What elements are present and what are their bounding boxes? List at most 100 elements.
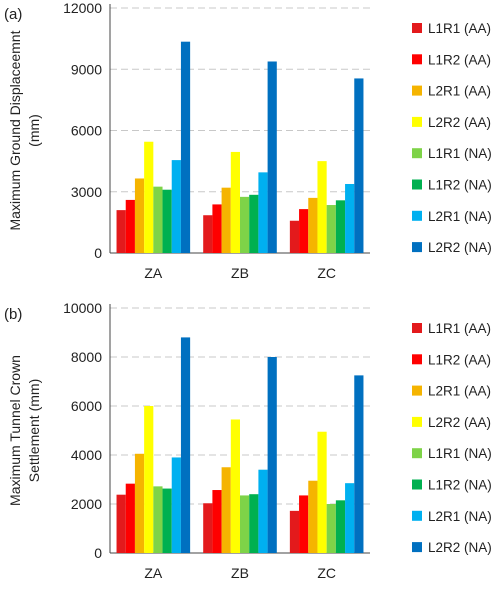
chart-a-bar-za-0 <box>116 210 126 253</box>
chart-a-bar-za-2 <box>134 178 145 253</box>
chart-a-legend-swatch <box>412 148 422 159</box>
chart-b-legend-swatch <box>412 542 422 553</box>
chart-panel-b: 0 2000 4000 6000 8000 10000 ZA ZB ZC Maximum Tunn… <box>0 300 498 600</box>
chart-b-legend-label: L2R2 (AA) <box>428 415 491 430</box>
chart-a-bar-zc-2 <box>308 197 318 253</box>
chart-b-bar-za-2 <box>134 453 145 553</box>
chart-b-y-tick-label: 6000 <box>71 398 102 414</box>
chart-a-bar-za-6 <box>171 160 181 253</box>
chart-b-legend-swatch <box>412 479 422 490</box>
chart-a-y-tick-label: 12000 <box>63 0 102 16</box>
chart-b-legend-swatch <box>412 416 422 427</box>
chart-a-y-axis-label-line: Maximum Ground Displaceemnt <box>7 30 23 230</box>
chart-b-y-axis-label: Maximum Tunnel Crown Settlement (mm) <box>7 355 42 506</box>
chart-b-legend-label: L1R2 (AA) <box>428 352 491 367</box>
chart-a-category-label: ZC <box>317 265 336 281</box>
chart-a-bar-za-5 <box>162 189 172 253</box>
chart-a-bar-zc-0 <box>289 220 300 253</box>
chart-b-bar-zb-5 <box>249 494 259 553</box>
chart-b-bar-zc-4 <box>326 504 336 553</box>
chart-a-legend-swatch <box>412 54 422 65</box>
chart-b-legend-label: L2R1 (NA) <box>428 509 492 524</box>
chart-b-panel-label: (b) <box>4 306 22 323</box>
chart-b-legend-swatch <box>412 510 422 521</box>
chart-b-category-label: ZB <box>231 565 249 581</box>
chart-a-legend-label: L1R1 (NA) <box>428 146 492 161</box>
chart-a-bar-zb-7 <box>267 61 277 253</box>
chart-a-legend-swatch <box>412 210 422 221</box>
chart-a-y-axis-label: Maximum Ground Displaceemnt (mm) <box>7 30 42 230</box>
chart-a-legend-swatch <box>412 179 422 190</box>
chart-b-bar-zb-7 <box>267 357 277 553</box>
chart-a-y-tick-label: 0 <box>94 245 102 261</box>
chart-a-bar-zb-6 <box>258 172 268 253</box>
chart-b-svg: 0 2000 4000 6000 8000 10000 ZA ZB ZC Maximum Tunn… <box>4 300 492 581</box>
chart-b-y-tick-label: 8000 <box>71 349 102 365</box>
chart-a-y-tick-label: 3000 <box>71 184 102 200</box>
chart-a-category-label: ZA <box>144 265 163 281</box>
chart-b-bar-zc-3 <box>317 431 327 553</box>
chart-b-legend-swatch <box>412 385 422 396</box>
chart-a-legend-label: L2R1 (AA) <box>428 84 491 99</box>
chart-b-bar-zb-3 <box>230 419 240 553</box>
chart-b-bar-za-6 <box>171 457 181 553</box>
chart-b-bar-za-5 <box>162 488 172 553</box>
chart-a-bar-zc-3 <box>317 161 327 253</box>
chart-b-bar-zb-2 <box>221 467 231 553</box>
chart-b-bar-zc-0 <box>289 510 300 553</box>
chart-b-bar-za-1 <box>125 483 135 553</box>
chart-a-legend-label: L2R2 (NA) <box>428 240 492 255</box>
chart-a-legend-label: L2R1 (NA) <box>428 209 492 224</box>
chart-b-bar-za-4 <box>153 486 163 553</box>
chart-a-bar-zc-4 <box>326 205 336 253</box>
chart-a-bar-zb-4 <box>240 196 250 253</box>
chart-b-bar-za-0 <box>116 494 126 553</box>
chart-a-bar-za-1 <box>125 199 135 253</box>
chart-a-legend-label: L1R2 (NA) <box>428 178 492 193</box>
chart-b-legend-swatch <box>412 448 422 459</box>
chart-b-bar-zc-5 <box>335 500 346 553</box>
chart-b-legend-label: L2R2 (NA) <box>428 540 492 555</box>
chart-a-bar-zb-5 <box>249 194 259 253</box>
chart-a-legend-label: L1R1 (AA) <box>428 21 491 36</box>
chart-a-bar-za-4 <box>153 186 163 253</box>
chart-b-y-axis-label-line: Settlement (mm) <box>26 379 42 482</box>
chart-a-legend-swatch <box>412 116 422 127</box>
chart-a-legend-label: L1R2 (AA) <box>428 52 491 67</box>
chart-a-bar-zb-1 <box>212 204 222 253</box>
chart-b-legend-label: L1R2 (NA) <box>428 478 492 493</box>
chart-a-y-tick-label: 6000 <box>71 123 102 139</box>
chart-b-bar-zc-2 <box>308 480 318 553</box>
chart-b-y-tick-label: 10000 <box>63 300 102 316</box>
chart-b-bar-zc-1 <box>299 495 309 553</box>
chart-b-legend-label: L1R1 (AA) <box>428 321 491 336</box>
chart-b-bar-za-7 <box>180 337 191 553</box>
chart-b-y-axis-label-line: Maximum Tunnel Crown <box>7 355 23 506</box>
chart-b-bar-zc-7 <box>354 375 364 553</box>
chart-b-bar-zb-4 <box>240 495 250 553</box>
chart-a-bar-zb-3 <box>230 151 240 253</box>
chart-b-y-tick-label: 0 <box>94 545 102 561</box>
chart-a-bar-za-7 <box>180 41 191 253</box>
chart-a-svg: 0 3000 6000 9000 12000 ZA ZB ZC Maximum Ground D… <box>4 0 492 281</box>
chart-a-panel-label: (a) <box>4 6 22 23</box>
chart-b-bar-za-3 <box>144 406 154 553</box>
chart-a-legend-swatch <box>412 242 422 253</box>
chart-a-bar-zb-0 <box>203 215 213 253</box>
chart-b-legend-label: L1R1 (NA) <box>428 446 492 461</box>
chart-b-bar-zb-6 <box>258 469 268 553</box>
chart-a-bar-zc-5 <box>335 200 346 253</box>
chart-b-bar-zb-0 <box>203 503 213 553</box>
chart-b-legend-swatch <box>412 354 422 365</box>
chart-panel-a: 0 3000 6000 9000 12000 ZA ZB ZC Maximum Ground D… <box>4 0 492 281</box>
chart-b-y-tick-label: 2000 <box>71 496 102 512</box>
chart-a-bar-zc-1 <box>299 209 309 253</box>
chart-a-bar-zc-6 <box>345 183 355 253</box>
chart-b-bar-zb-1 <box>212 490 222 553</box>
chart-a-category-label: ZB <box>231 265 249 281</box>
chart-a-legend-label: L2R2 (AA) <box>428 115 491 130</box>
chart-b-bar-zc-6 <box>345 483 355 553</box>
chart-a-bar-zc-7 <box>354 78 364 253</box>
chart-a-bar-za-3 <box>144 141 154 253</box>
chart-a-legend-swatch <box>412 85 422 96</box>
